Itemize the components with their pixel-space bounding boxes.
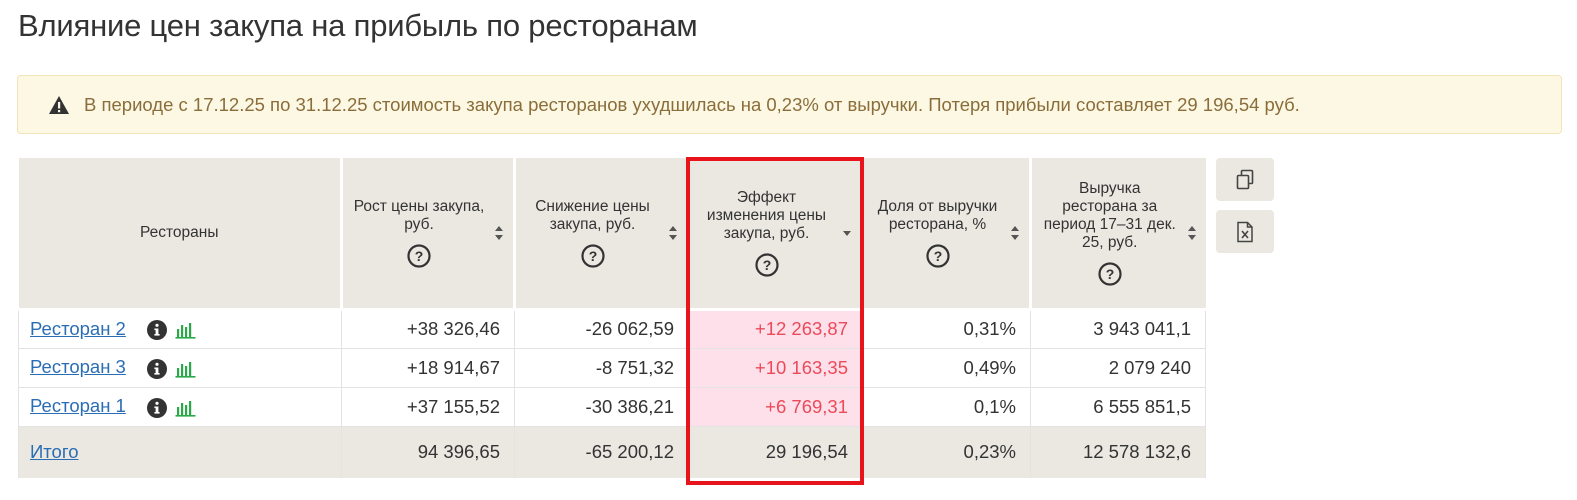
effect-cell: +12 263,87 [688,309,863,349]
info-icon[interactable] [146,320,167,341]
excel-export-button[interactable] [1216,210,1274,253]
bar-chart-icon[interactable] [175,321,197,339]
revenue-cell: 6 555 851,5 [1030,387,1206,427]
copy-button[interactable] [1216,158,1274,201]
page-title: Влияние цен закупа на прибыль по рестора… [18,8,698,43]
decrease-cell: -8 751,32 [514,348,689,388]
svg-text:?: ? [415,248,424,264]
decrease-cell: -30 386,21 [514,387,689,427]
restaurant-link[interactable]: Ресторан 1 [30,395,126,417]
column-header-label: Выручка ресторана за период 17–31 дек. 2… [1043,179,1176,251]
revenue-cell: 3 943 041,1 [1030,309,1206,349]
decrease-cell: -26 062,59 [514,309,689,349]
total-revenue-cell: 12 578 132,6 [1030,426,1206,478]
help-icon[interactable]: ? [754,253,779,277]
growth-cell: +38 326,46 [341,309,515,349]
restaurant-cell: Ресторан 3 [18,348,342,388]
column-header-label: Рестораны [139,223,219,241]
table-row: Ресторан 3 +18 914,67 -8 751,32 +10 163,… [18,348,1206,388]
column-header-label: Снижение цены закупа, руб. [535,197,650,233]
svg-text:?: ? [933,248,942,264]
total-label-cell: Итого [18,426,342,478]
warning-triangle-icon [48,95,70,115]
help-icon[interactable]: ? [407,244,431,268]
total-effect-cell: 29 196,54 [688,426,863,478]
info-icon[interactable] [146,397,167,418]
growth-cell: +37 155,52 [341,387,515,427]
warning-alert: В периоде с 17.12.25 по 31.12.25 стоимос… [17,75,1562,134]
help-icon[interactable]: ? [925,244,950,268]
excel-export-icon [1237,221,1253,242]
column-header-decrease[interactable]: Снижение цены закупа, руб. ? [514,158,690,311]
help-icon[interactable]: ? [1098,262,1122,286]
restaurant-link[interactable]: Ресторан 2 [30,317,126,339]
column-header-label: Рост цены закупа, руб. [353,197,485,233]
table-row: Ресторан 2 +38 326,46 -26 062,59 +12 263… [18,309,1206,349]
column-header-restaurants: Рестораны [18,158,343,311]
info-icon[interactable] [146,358,167,379]
share-cell: 0,1% [862,387,1031,427]
alert-text: В периоде с 17.12.25 по 31.12.25 стоимос… [84,93,1300,115]
column-header-share[interactable]: Доля от выручки ресторана, % ? [862,158,1032,311]
sort-both-icon[interactable] [667,225,679,241]
revenue-cell: 2 079 240 [1030,348,1206,388]
share-cell: 0,31% [862,309,1031,349]
total-decrease-cell: -65 200,12 [514,426,689,478]
svg-text:?: ? [1105,266,1114,282]
sort-both-icon[interactable] [493,225,505,241]
column-header-label: Доля от выручки ресторана, % [877,197,998,233]
total-share-cell: 0,23% [862,426,1031,478]
table-header-row: Рестораны Рост цены закупа, руб. ? Сниже… [18,158,1206,311]
growth-cell: +18 914,67 [341,348,515,388]
total-link[interactable]: Итого [30,441,79,463]
sort-both-icon[interactable] [1186,225,1198,241]
sort-both-icon[interactable] [1009,225,1021,241]
help-icon[interactable]: ? [580,244,605,268]
copy-icon [1236,169,1254,189]
total-row: Итого 94 396,65 -65 200,12 29 196,54 0,2… [18,426,1206,478]
total-growth-cell: 94 396,65 [341,426,515,478]
svg-text:?: ? [588,248,597,264]
restaurant-cell: Ресторан 2 [18,309,342,349]
svg-text:?: ? [762,257,771,273]
restaurant-link[interactable]: Ресторан 3 [30,356,126,378]
effect-cell: +10 163,35 [688,348,863,388]
sort-desc-icon[interactable] [841,229,853,237]
bar-chart-icon[interactable] [175,360,197,378]
column-header-effect[interactable]: Эффект изменения цены закупа, руб. ? [688,158,864,311]
restaurants-table: Рестораны Рост цены закупа, руб. ? Сниже… [18,158,1206,478]
effect-cell: +6 769,31 [688,387,863,427]
share-cell: 0,49% [862,348,1031,388]
column-header-growth[interactable]: Рост цены закупа, руб. ? [341,158,516,311]
bar-chart-icon[interactable] [175,399,197,417]
column-header-label: Эффект изменения цены закупа, руб. [706,188,827,242]
table-row: Ресторан 1 +37 155,52 -30 386,21 +6 769,… [18,387,1206,427]
restaurant-cell: Ресторан 1 [18,387,342,427]
column-header-revenue[interactable]: Выручка ресторана за период 17–31 дек. 2… [1030,158,1206,311]
